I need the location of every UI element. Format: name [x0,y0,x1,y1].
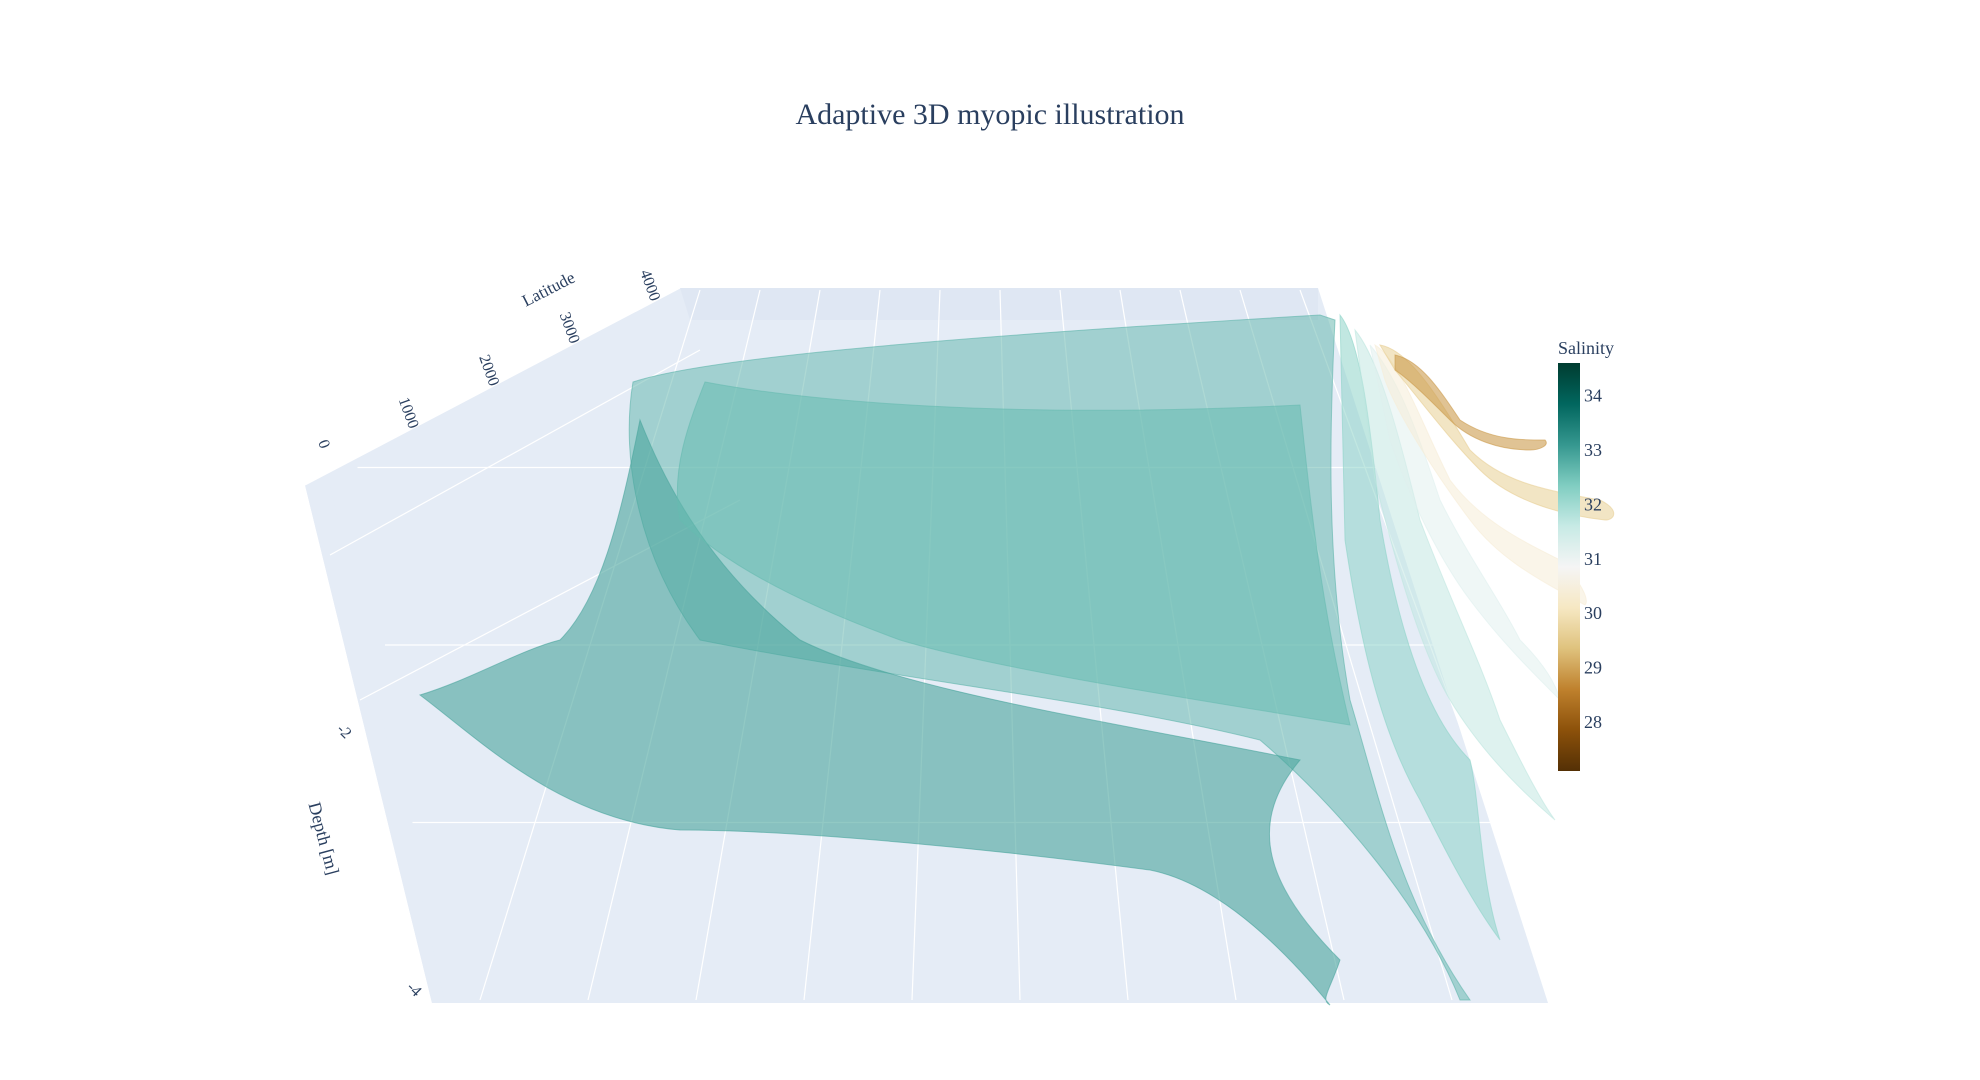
colorbar-title: Salinity [1558,338,1614,358]
depth-tick-label: -4 [403,979,424,1000]
depth-tick-label: -2 [333,721,354,742]
colorbar-tick-label: 34 [1584,386,1602,406]
scene-left-wall [305,485,445,1003]
scene-back-wall [680,288,1318,320]
colorbar-tick-label: 31 [1584,549,1602,569]
latitude-tick-label: 4000 [636,268,663,304]
colorbar-tick-label: 32 [1584,494,1602,514]
salinity-surface [1339,313,1501,941]
depth-axis-title: Depth [m] [304,800,343,877]
colorbar-tick-label: 33 [1584,440,1602,460]
colorbar [1558,363,1580,771]
gridline [304,287,681,486]
salinity-surface [1394,354,1547,451]
latitude-tick-label: 1000 [395,395,422,431]
salinity-surface [418,418,1341,1006]
latitude-axis-title: Latitude [519,268,578,311]
colorbar-tick-label: 30 [1584,603,1602,623]
colorbar-tick-label: 29 [1584,658,1602,678]
chart-title: Adaptive 3D myopic illustration [795,98,1185,131]
latitude-tick-label: 3000 [556,310,583,346]
latitude-tick-label: 0 [314,438,333,451]
surface-layers [418,313,1615,1006]
colorbar-tick-label: 28 [1584,712,1602,732]
colorbar-tick-labels: 34 33 32 31 30 29 28 [1584,386,1602,732]
latitude-tick-label: 2000 [475,353,502,389]
salinity-surface [676,381,1351,726]
